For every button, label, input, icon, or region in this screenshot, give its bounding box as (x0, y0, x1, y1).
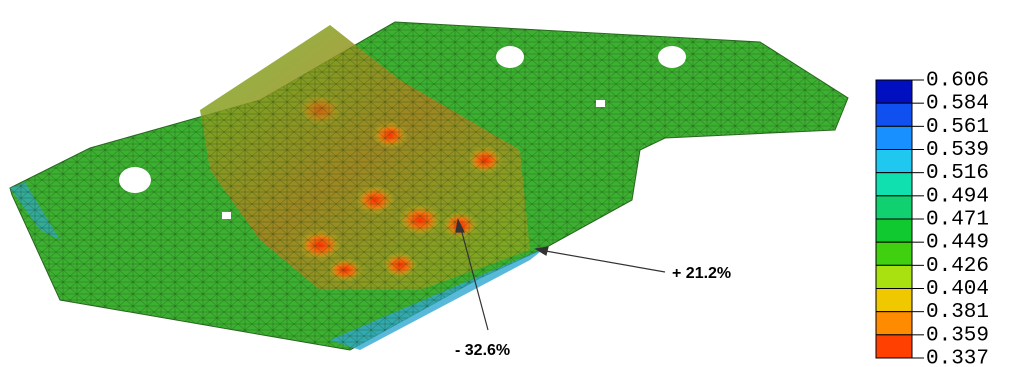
legend-swatch (875, 264, 913, 290)
legend-label: 0.606 (926, 70, 989, 93)
legend-label: 0.561 (926, 116, 989, 139)
legend-swatch (875, 172, 913, 197)
legend-swatch (875, 79, 913, 104)
legend-label: 0.516 (926, 162, 989, 185)
legend-swatch (875, 288, 913, 313)
legend-swatch (875, 218, 913, 243)
legend-label: 0.584 (926, 93, 989, 116)
legend-swatch (875, 149, 913, 174)
legend-label: 0.381 (926, 301, 989, 324)
legend-swatch (875, 195, 913, 220)
annotation: - 32.6% (455, 342, 510, 359)
legend-swatch (875, 334, 913, 359)
plate (9, 21, 849, 351)
legend-swatch (875, 102, 913, 127)
legend-label: 0.404 (926, 278, 989, 301)
legend-label: 0.449 (926, 232, 989, 255)
legend-label: 0.359 (926, 324, 989, 347)
legend-swatch (875, 241, 913, 266)
legend-label: 0.426 (926, 255, 989, 278)
legend-swatch (875, 311, 913, 336)
annotation: + 21.2% (672, 265, 731, 282)
legend-label: 0.337 (926, 348, 989, 367)
legend-label: 0.494 (926, 185, 989, 208)
legend-label: 0.539 (926, 139, 989, 162)
legend: 0.6060.5840.5610.5390.5160.4940.4710.449… (875, 70, 989, 367)
legend-swatch (875, 125, 913, 151)
legend-label: 0.471 (926, 209, 989, 232)
annotation-arrows (455, 218, 666, 331)
